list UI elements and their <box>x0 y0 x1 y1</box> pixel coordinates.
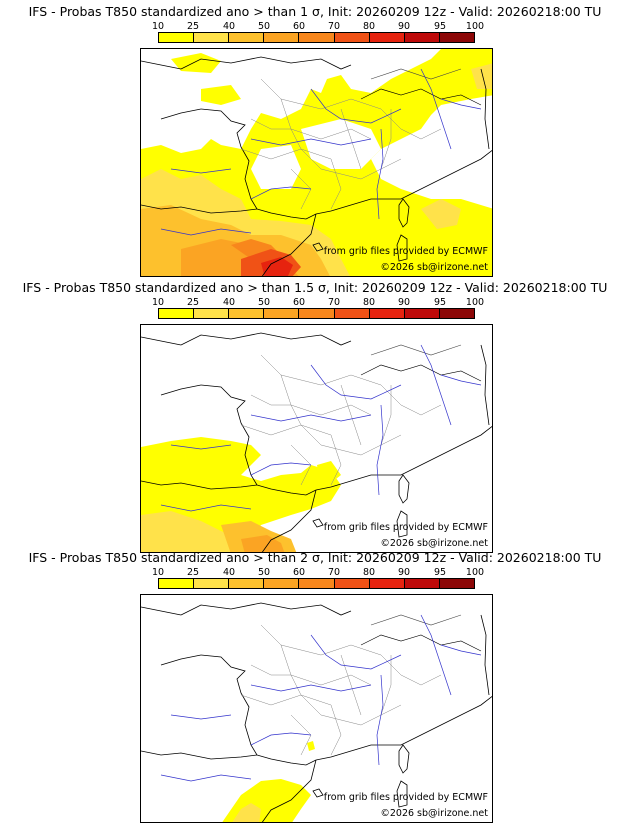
color-swatch <box>159 309 195 318</box>
color-swatch <box>194 579 230 588</box>
tick-label: 50 <box>257 297 271 308</box>
color-swatch <box>404 579 440 588</box>
tick-label: 70 <box>327 21 341 32</box>
color-swatch <box>299 579 335 588</box>
tick-label: 40 <box>222 21 236 32</box>
color-swatch <box>404 309 440 318</box>
copyright-credit: ©2026 sb@irizone.net <box>380 808 488 819</box>
color-scale <box>158 578 475 589</box>
color-swatch <box>229 33 265 42</box>
panel-title: IFS - Probas T850 standardized ano > tha… <box>28 550 602 565</box>
color-swatch <box>194 309 230 318</box>
map-graphic <box>141 332 492 552</box>
tick-label: 95 <box>433 21 447 32</box>
tick-label: 95 <box>433 297 447 308</box>
tick-label: 60 <box>292 21 306 32</box>
tick-label: 50 <box>257 567 271 578</box>
copyright-credit: ©2026 sb@irizone.net <box>380 262 488 273</box>
tick-label: 25 <box>186 21 200 32</box>
color-swatch <box>299 309 335 318</box>
tick-label: 50 <box>257 21 271 32</box>
tick-label: 100 <box>465 567 485 578</box>
panel-title: IFS - Probas T850 standardized ano > tha… <box>28 4 602 19</box>
tick-label: 80 <box>362 297 376 308</box>
color-swatch <box>159 33 195 42</box>
color-swatch <box>369 579 405 588</box>
source-credit: from grib files provided by ECMWF <box>323 246 488 257</box>
tick-label: 40 <box>222 297 236 308</box>
color-swatch <box>439 309 474 318</box>
probability-map: from grib files provided by ECMWF ©2026 … <box>140 48 493 277</box>
source-credit: from grib files provided by ECMWF <box>323 792 488 803</box>
color-swatch <box>229 579 265 588</box>
source-credit: from grib files provided by ECMWF <box>323 522 488 533</box>
color-swatch <box>439 579 474 588</box>
tick-label: 100 <box>465 21 485 32</box>
tick-label: 90 <box>397 21 411 32</box>
tick-label: 10 <box>151 297 165 308</box>
tick-label: 90 <box>397 567 411 578</box>
tick-label: 70 <box>327 297 341 308</box>
color-swatch <box>264 33 300 42</box>
color-swatch <box>369 33 405 42</box>
map-panel-3: IFS - Probas T850 standardized ano > tha… <box>0 546 630 823</box>
color-swatch <box>369 309 405 318</box>
color-swatch <box>194 33 230 42</box>
probability-map: from grib files provided by ECMWF ©2026 … <box>140 594 493 823</box>
color-swatch <box>299 33 335 42</box>
color-scale <box>158 32 475 43</box>
tick-label: 60 <box>292 567 306 578</box>
tick-label: 80 <box>362 567 376 578</box>
map-panel-2: IFS - Probas T850 standardized ano > tha… <box>0 276 630 553</box>
tick-label: 25 <box>186 297 200 308</box>
tick-label: 25 <box>186 567 200 578</box>
tick-label: 80 <box>362 21 376 32</box>
color-swatch <box>159 579 195 588</box>
color-swatch <box>404 33 440 42</box>
probability-map: from grib files provided by ECMWF ©2026 … <box>140 324 493 553</box>
tick-label: 10 <box>151 567 165 578</box>
color-swatch <box>439 33 474 42</box>
tick-label: 70 <box>327 567 341 578</box>
color-swatch <box>229 309 265 318</box>
tick-label: 100 <box>465 297 485 308</box>
color-swatch <box>334 579 370 588</box>
tick-label: 90 <box>397 297 411 308</box>
panel-title: IFS - Probas T850 standardized ano > tha… <box>22 280 608 295</box>
color-swatch <box>334 309 370 318</box>
tick-label: 40 <box>222 567 236 578</box>
map-graphic <box>141 49 492 276</box>
color-scale <box>158 308 475 319</box>
color-swatch <box>334 33 370 42</box>
color-swatch <box>264 309 300 318</box>
copyright-credit: ©2026 sb@irizone.net <box>380 538 488 549</box>
tick-label: 10 <box>151 21 165 32</box>
map-panel-1: IFS - Probas T850 standardized ano > tha… <box>0 0 630 277</box>
color-swatch <box>264 579 300 588</box>
tick-label: 60 <box>292 297 306 308</box>
tick-label: 95 <box>433 567 447 578</box>
map-graphic <box>141 602 492 822</box>
